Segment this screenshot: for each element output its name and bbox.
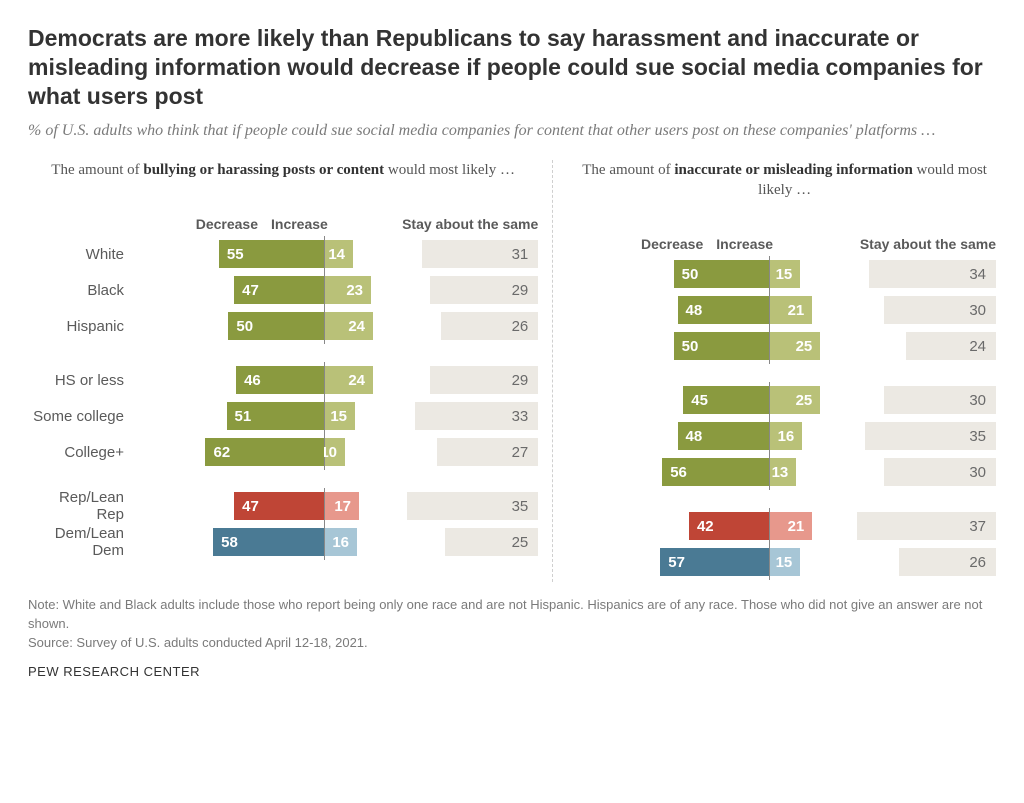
data-row: 5715 26 — [573, 546, 996, 578]
row-label: White — [28, 246, 134, 263]
bar-decrease: 42 — [689, 512, 769, 540]
data-row: Black 4723 29 — [28, 274, 538, 306]
data-row: 4816 35 — [573, 420, 996, 452]
bar-increase: 16 — [325, 528, 357, 556]
bar-increase: 21 — [770, 296, 812, 324]
data-row: Hispanic 5024 26 — [28, 310, 538, 342]
data-row: Dem/Lean Dem 5816 25 — [28, 526, 538, 558]
bar-decrease: 55 — [219, 240, 324, 268]
row-label: HS or less — [28, 372, 134, 389]
bar-increase: 14 — [325, 240, 353, 268]
panel-left: The amount of bullying or harassing post… — [28, 160, 552, 583]
bar-increase: 21 — [770, 512, 812, 540]
bar-decrease: 48 — [678, 296, 770, 324]
bar-increase: 16 — [770, 422, 802, 450]
bar-decrease: 47 — [234, 276, 324, 304]
data-row: Rep/Lean Rep 4717 35 — [28, 490, 538, 522]
bar-increase: 10 — [325, 438, 345, 466]
bar-decrease: 46 — [236, 366, 324, 394]
bar-increase: 25 — [770, 386, 820, 414]
bar-same: 26 — [899, 548, 997, 576]
chart-title: Democrats are more likely than Republica… — [28, 24, 996, 110]
bar-decrease: 56 — [662, 458, 769, 486]
chart-note: Note: White and Black adults include tho… — [28, 596, 996, 632]
bar-same: 26 — [441, 312, 539, 340]
panel-right-title: The amount of inaccurate or misleading i… — [573, 160, 996, 201]
row-label: Some college — [28, 408, 134, 425]
bar-same: 24 — [906, 332, 996, 360]
data-row: White 5514 31 — [28, 238, 538, 270]
bar-same: 35 — [407, 492, 538, 520]
panel-left-title: The amount of bullying or harassing post… — [28, 160, 538, 180]
data-row: 4525 30 — [573, 384, 996, 416]
header-decrease: Decrease — [134, 216, 264, 232]
row-label: Rep/Lean Rep — [28, 489, 134, 523]
bar-same: 34 — [869, 260, 997, 288]
bar-decrease: 50 — [228, 312, 324, 340]
data-row: 4221 37 — [573, 510, 996, 542]
panel-right-headers: Decrease Increase Stay about the same — [573, 214, 996, 252]
data-row: 4821 30 — [573, 294, 996, 326]
data-row: 5015 34 — [573, 258, 996, 290]
data-row: College+ 6210 27 — [28, 436, 538, 468]
bar-same: 29 — [430, 276, 539, 304]
bar-same: 33 — [415, 402, 539, 430]
chart-footer: PEW RESEARCH CENTER — [28, 664, 996, 679]
bar-same: 29 — [430, 366, 539, 394]
bar-increase: 23 — [325, 276, 371, 304]
bar-increase: 15 — [770, 260, 800, 288]
bar-same: 27 — [437, 438, 538, 466]
bar-decrease: 51 — [227, 402, 325, 430]
data-row: 5613 30 — [573, 456, 996, 488]
header-same: Stay about the same — [325, 217, 538, 232]
header-increase: Increase — [710, 236, 770, 252]
data-row: 5025 24 — [573, 330, 996, 362]
header-same: Stay about the same — [770, 237, 996, 252]
bar-decrease: 50 — [674, 332, 770, 360]
bar-same: 35 — [865, 422, 996, 450]
header-decrease: Decrease — [579, 236, 709, 252]
bar-same: 30 — [884, 386, 997, 414]
bar-decrease: 48 — [678, 422, 770, 450]
bar-increase: 24 — [325, 312, 373, 340]
data-row: HS or less 4624 29 — [28, 364, 538, 396]
bar-decrease: 58 — [213, 528, 324, 556]
bar-decrease: 62 — [205, 438, 324, 466]
panel-left-headers: Decrease Increase Stay about the same — [28, 194, 538, 232]
bar-increase: 13 — [770, 458, 796, 486]
row-label: Hispanic — [28, 318, 134, 335]
chart-source: Source: Survey of U.S. adults conducted … — [28, 635, 996, 650]
row-label: Dem/Lean Dem — [28, 525, 134, 559]
row-label: College+ — [28, 444, 134, 461]
bar-same: 37 — [857, 512, 996, 540]
bar-same: 30 — [884, 458, 997, 486]
row-label: Black — [28, 282, 134, 299]
chart-subtitle: % of U.S. adults who think that if peopl… — [28, 120, 996, 142]
bar-decrease: 57 — [660, 548, 769, 576]
bar-decrease: 47 — [234, 492, 324, 520]
header-increase: Increase — [265, 216, 325, 232]
bar-same: 25 — [445, 528, 539, 556]
bar-increase: 25 — [770, 332, 820, 360]
bar-increase: 15 — [770, 548, 800, 576]
bar-same: 30 — [884, 296, 997, 324]
bar-increase: 17 — [325, 492, 359, 520]
bar-increase: 24 — [325, 366, 373, 394]
bar-decrease: 50 — [674, 260, 770, 288]
bar-same: 31 — [422, 240, 538, 268]
bar-increase: 15 — [325, 402, 355, 430]
charts-container: The amount of bullying or harassing post… — [28, 160, 996, 583]
data-row: Some college 5115 33 — [28, 400, 538, 432]
bar-decrease: 45 — [683, 386, 769, 414]
panel-right: The amount of inaccurate or misleading i… — [552, 160, 996, 583]
